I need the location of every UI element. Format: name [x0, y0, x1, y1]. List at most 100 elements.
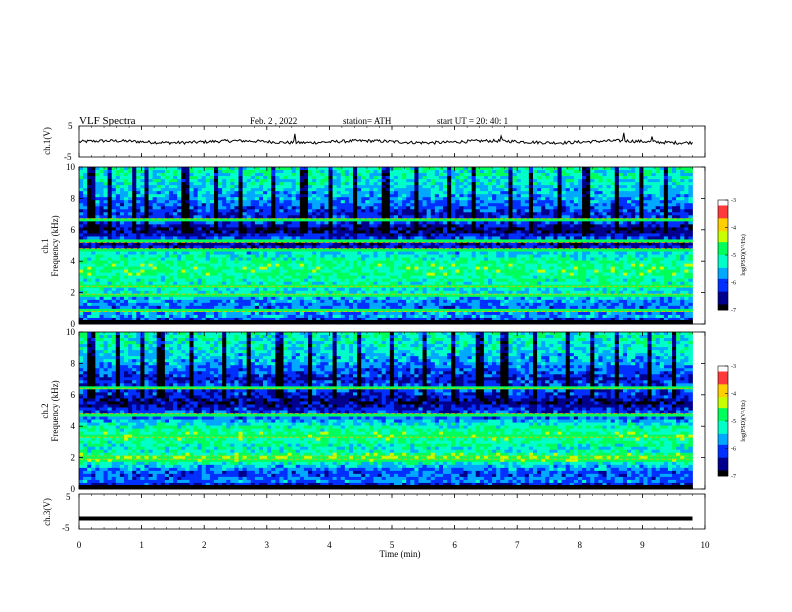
spectrogram-cell	[107, 185, 113, 189]
spectrogram-cell	[639, 218, 644, 222]
spectrogram-cell	[475, 224, 481, 228]
spectrogram-cell	[189, 197, 194, 201]
spectrogram-cell	[254, 185, 260, 189]
spectrogram-cell	[152, 209, 158, 213]
spectrogram-cell	[201, 209, 207, 213]
spectrogram-cell	[422, 197, 428, 201]
spectrogram-cell	[447, 233, 452, 237]
spectrogram-cell	[487, 257, 493, 261]
spectrogram-cell	[136, 167, 141, 171]
spectrogram-cell	[283, 254, 288, 258]
spectrogram-cell	[582, 212, 587, 216]
spectrogram-cell	[557, 248, 562, 252]
spectrogram-cell	[614, 257, 620, 261]
spectrogram-cell	[602, 206, 607, 210]
spectrogram-cell	[381, 251, 387, 255]
spectrogram-cell	[598, 197, 603, 201]
spectrogram-cell	[557, 185, 562, 189]
spectrogram-cell	[541, 245, 546, 249]
spectrogram-cell	[283, 200, 288, 204]
spectrogram-cell	[107, 203, 113, 207]
spectrogram-cell	[676, 257, 681, 261]
spectrogram-cell	[79, 242, 84, 246]
spectrogram-cell	[639, 191, 644, 195]
spectrogram-cell	[610, 245, 616, 249]
spectrogram-cell	[418, 236, 423, 240]
spectrogram-cell	[680, 218, 685, 222]
spectrogram-cell	[336, 233, 342, 237]
spectrogram-cell	[643, 239, 648, 243]
spectrogram-cell	[561, 170, 567, 174]
spectrogram-cell	[332, 239, 338, 243]
spectrogram-cell	[365, 197, 370, 201]
spectrogram-cell	[586, 185, 591, 189]
spectrogram-cell	[353, 248, 358, 252]
spectrogram-cell	[631, 167, 636, 171]
spectrogram-cell	[524, 254, 530, 258]
spectrogram-cell	[279, 227, 284, 231]
spectrogram-cell	[197, 266, 203, 271]
spectrogram-cell	[590, 176, 595, 180]
spectrogram-cell	[177, 188, 182, 192]
spectrogram-cell	[99, 236, 104, 240]
spectrogram-cell	[267, 194, 272, 198]
spectrogram-cell	[148, 236, 154, 240]
spectrogram-cell	[479, 209, 485, 213]
spectrogram-cell	[132, 200, 137, 204]
spectrogram-cell	[680, 236, 685, 240]
spectrogram-cell	[545, 176, 550, 180]
spectrogram-cell	[483, 218, 489, 222]
spectrogram-cell	[160, 230, 166, 234]
spectrogram-cell	[136, 254, 141, 258]
spectrogram-cell	[443, 221, 448, 225]
spectrogram-cell	[561, 191, 567, 195]
spectrogram-cell	[610, 242, 616, 246]
spectrogram-cell	[230, 167, 235, 171]
spectrogram-cell	[87, 170, 92, 174]
spectrogram-cell	[79, 194, 84, 198]
spectrogram-cell	[275, 203, 280, 207]
spectrogram-cell	[295, 170, 301, 174]
spectrogram-cell	[328, 257, 333, 261]
spectrogram-cell	[463, 248, 468, 252]
spectrogram-cell	[308, 170, 313, 174]
spectrogram-cell	[622, 188, 628, 192]
spectrogram-cell	[663, 197, 669, 201]
spectrogram-cell	[173, 248, 178, 252]
spectrogram-cell	[271, 251, 276, 255]
spectrogram-cell	[471, 185, 477, 189]
spectrogram-cell	[508, 254, 513, 258]
spectrogram-cell	[549, 209, 554, 213]
spectrogram-cell	[667, 251, 673, 255]
spectrogram-cell	[459, 218, 464, 222]
spectrogram-cell	[373, 227, 378, 231]
spectrogram-cell	[181, 251, 186, 255]
spectrogram-cell	[373, 209, 378, 213]
spectrogram-cell	[659, 257, 665, 261]
spectrogram-cell	[263, 212, 268, 216]
spectrogram-cell	[348, 200, 354, 204]
spectrogram-cell	[291, 221, 297, 225]
spectrogram-cell	[218, 254, 223, 258]
spectrogram-cell	[524, 176, 530, 180]
spectrogram-cell	[132, 209, 137, 213]
spectrogram-cell	[455, 221, 460, 225]
spectrogram-cell	[680, 257, 685, 261]
spectrogram-cell	[168, 185, 174, 189]
spectrogram-cell	[504, 233, 509, 237]
spectrogram-cell	[631, 224, 636, 228]
spectrogram-cell	[107, 194, 113, 198]
spectrogram-cell	[332, 200, 338, 204]
spectrogram-cell	[655, 230, 661, 234]
spectrogram-cell	[520, 173, 526, 177]
spectrogram-cell	[667, 203, 673, 207]
spectrogram-cell	[205, 179, 211, 183]
spectrogram-cell	[148, 206, 154, 210]
spectrogram-cell	[254, 209, 260, 213]
spectrogram-cell	[177, 191, 182, 195]
spectrogram-cell	[299, 215, 305, 219]
spectrogram-cell	[128, 191, 133, 195]
spectrogram-cell	[512, 197, 518, 201]
spectrogram-cell	[79, 248, 84, 252]
spectrogram-cell	[361, 173, 366, 177]
